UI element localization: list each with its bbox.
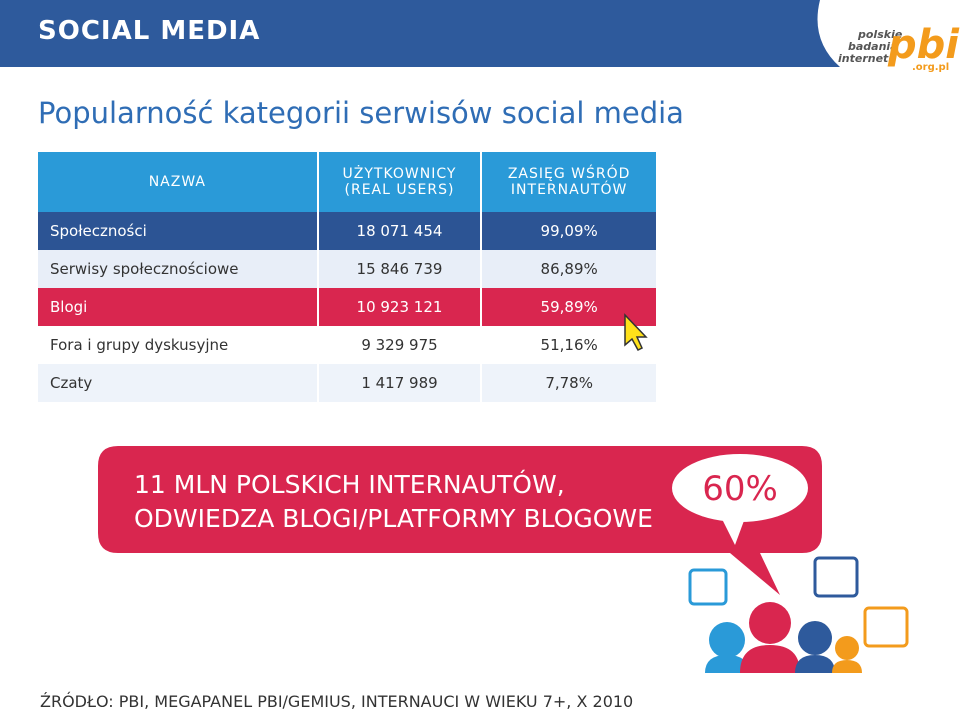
logo-mark: pbi [887, 22, 960, 68]
table-header: NAZWA UŻYTKOWNICY (REAL USERS) ZASIĘG WŚRÓ… [38, 152, 658, 212]
banner-text: 11 MLN POLSKICH INTERNAUTÓW, [134, 469, 565, 499]
table-cell: Fora i grupy dyskusyjne [38, 326, 319, 364]
table-cell: Czaty [38, 364, 319, 402]
column-header: ZASIĘG WŚRÓD INTERNAUTÓW [481, 152, 658, 212]
logo-text: badania [848, 40, 898, 53]
table-cell: 51,16% [481, 326, 658, 364]
table-cell: 9 329 975 [317, 326, 483, 364]
page-title: Popularność kategorii serwisów social me… [38, 96, 684, 130]
column-header: UŻYTKOWNICY (REAL USERS) [317, 152, 483, 212]
logo-text: .org.pl [912, 62, 949, 73]
table-row: Serwisy społecznościowe 15 846 739 86,89% [38, 250, 658, 288]
logo-text: polskie [857, 28, 903, 41]
table-cell: Blogi [38, 288, 319, 326]
table-cell: 86,89% [481, 250, 658, 288]
column-header: NAZWA [38, 152, 319, 212]
table-cell: Społeczności [38, 212, 319, 250]
table-row: Czaty 1 417 989 7,78% [38, 364, 658, 402]
header-bar [0, 0, 960, 67]
table-row: Społeczności 18 071 454 99,09% [38, 212, 658, 250]
table-cell: 18 071 454 [317, 212, 483, 250]
table-cell: 15 846 739 [317, 250, 483, 288]
table-cell: 10 923 121 [317, 288, 483, 326]
table-cell: 1 417 989 [317, 364, 483, 402]
table-cell: 99,09% [481, 212, 658, 250]
data-table: NAZWA UŻYTKOWNICY (REAL USERS) ZASIĘG WŚRÓ… [38, 152, 658, 402]
table-cell: Serwisy społecznościowe [38, 250, 319, 288]
banner-percent: 60% [702, 469, 778, 509]
source: ŹRÓDŁO: PBI, MEGAPANEL PBI/GEMIUS, INTER… [40, 692, 634, 711]
logo-text: internetu [838, 52, 896, 65]
header-title: SOCIAL MEDIA [38, 16, 261, 46]
table-row: Blogi 10 923 121 59,89% [38, 288, 658, 326]
table-cell: 59,89% [481, 288, 658, 326]
graphics: 11 MLN POLSKICH INTERNAUTÓW, ODWIEDZA BL… [98, 313, 909, 673]
table-row: Fora i grupy dyskusyjne 9 329 975 51,16% [38, 326, 658, 364]
banner-text: ODWIEDZA BLOGI/PLATFORMY BLOGOWE [134, 504, 653, 533]
table-cell: 7,78% [481, 364, 658, 402]
logo: polskie badania internetu pbi .org.pl [817, 0, 960, 73]
